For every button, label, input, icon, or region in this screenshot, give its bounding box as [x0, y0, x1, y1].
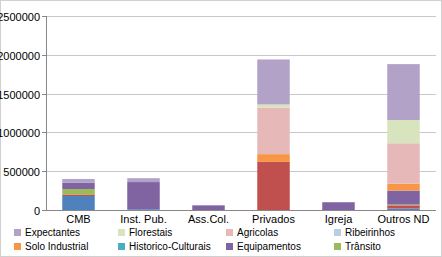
- bars: [62, 59, 420, 210]
- legend-swatch: [14, 243, 21, 250]
- legend-swatch: [226, 243, 233, 250]
- bar-segment: [257, 108, 290, 155]
- bar-segment: [322, 202, 355, 203]
- grid-line: [46, 94, 436, 95]
- tick-mark: [42, 132, 46, 133]
- legend-swatch: [14, 229, 21, 236]
- bar-segment: [62, 179, 95, 183]
- bar-segment: [387, 64, 420, 120]
- bar-segment: [62, 194, 95, 196]
- legend-label: Historico-Culturais: [129, 241, 211, 252]
- legend-label: Trânsito: [345, 241, 381, 252]
- y-tick-label: 1500000: [0, 89, 40, 101]
- bar-segment: [322, 202, 355, 203]
- bar-segment: [322, 202, 355, 203]
- bar-segment: [257, 104, 290, 107]
- bar-segment: [62, 196, 95, 210]
- x-tick-label: Outros ND: [378, 213, 430, 225]
- y-axis: [46, 16, 47, 210]
- bar-segment: [257, 59, 290, 104]
- bar-segment: [387, 184, 420, 191]
- x-tick-label: CMB: [66, 213, 90, 225]
- legend-swatch: [334, 229, 341, 236]
- bar-segment: [257, 162, 290, 210]
- tick-mark: [42, 55, 46, 56]
- legend-label: Equipamentos: [237, 241, 301, 252]
- bar-segment: [192, 205, 225, 206]
- grid-line: [46, 132, 436, 133]
- bar-segment: [192, 205, 225, 206]
- legend-label: Expectantes: [25, 227, 80, 238]
- chart-frame: [1, 1, 442, 257]
- bar-segment: [127, 182, 160, 209]
- bar-segment: [322, 202, 355, 203]
- bar-segment: [387, 205, 420, 208]
- legend-swatch: [118, 229, 125, 236]
- legend-label: Florestais: [129, 227, 172, 238]
- legend-label: Ribeirinhos: [345, 227, 395, 238]
- x-tick-label: Ass.Col.: [188, 213, 229, 225]
- bar-segment: [322, 202, 355, 203]
- bar-segment: [322, 202, 355, 203]
- legend-swatch: [118, 243, 125, 250]
- x-tick-label: Igreja: [325, 213, 353, 225]
- bar-segment: [387, 208, 420, 210]
- x-axis: [46, 210, 436, 211]
- grid-line: [46, 16, 436, 17]
- bar-segment: [387, 191, 420, 205]
- bar-segment: [257, 154, 290, 162]
- legend-label: Solo Industrial: [25, 241, 88, 252]
- x-tick-label: Privados: [252, 213, 295, 225]
- bar-segment: [127, 178, 160, 182]
- grid-line: [46, 55, 436, 56]
- bar-segment: [62, 189, 95, 194]
- bar-segment: [192, 205, 225, 206]
- bar-segment: [192, 205, 225, 206]
- y-tick-label: 2000000: [0, 50, 40, 62]
- bar-segment: [387, 120, 420, 143]
- y-tick-label: 2500000: [0, 11, 40, 23]
- bar-segment: [192, 205, 225, 210]
- legend-swatch: [226, 229, 233, 236]
- x-tick-label: Inst. Pub.: [120, 213, 166, 225]
- y-tick-label: 0: [34, 205, 40, 217]
- tick-mark: [42, 94, 46, 95]
- y-tick-label: 1000000: [0, 127, 40, 139]
- tick-mark: [42, 16, 46, 17]
- bar-segment: [192, 205, 225, 206]
- y-tick-label: 500000: [3, 166, 40, 178]
- tick-mark: [42, 171, 46, 172]
- bar-segment: [62, 183, 95, 189]
- bar-segment: [192, 205, 225, 206]
- legend-swatch: [334, 243, 341, 250]
- tick-mark: [42, 210, 46, 211]
- grid-line: [46, 210, 436, 211]
- bar-segment: [387, 143, 420, 183]
- grid-line: [46, 171, 436, 172]
- legend-label: Agricolas: [237, 227, 278, 238]
- bar-segment: [322, 202, 355, 210]
- chart: 0 500000 1000000 1500000 2000000 2500000 CMB In…: [0, 0, 442, 257]
